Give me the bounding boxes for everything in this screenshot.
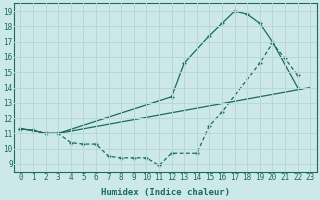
X-axis label: Humidex (Indice chaleur): Humidex (Indice chaleur) [101, 188, 230, 197]
